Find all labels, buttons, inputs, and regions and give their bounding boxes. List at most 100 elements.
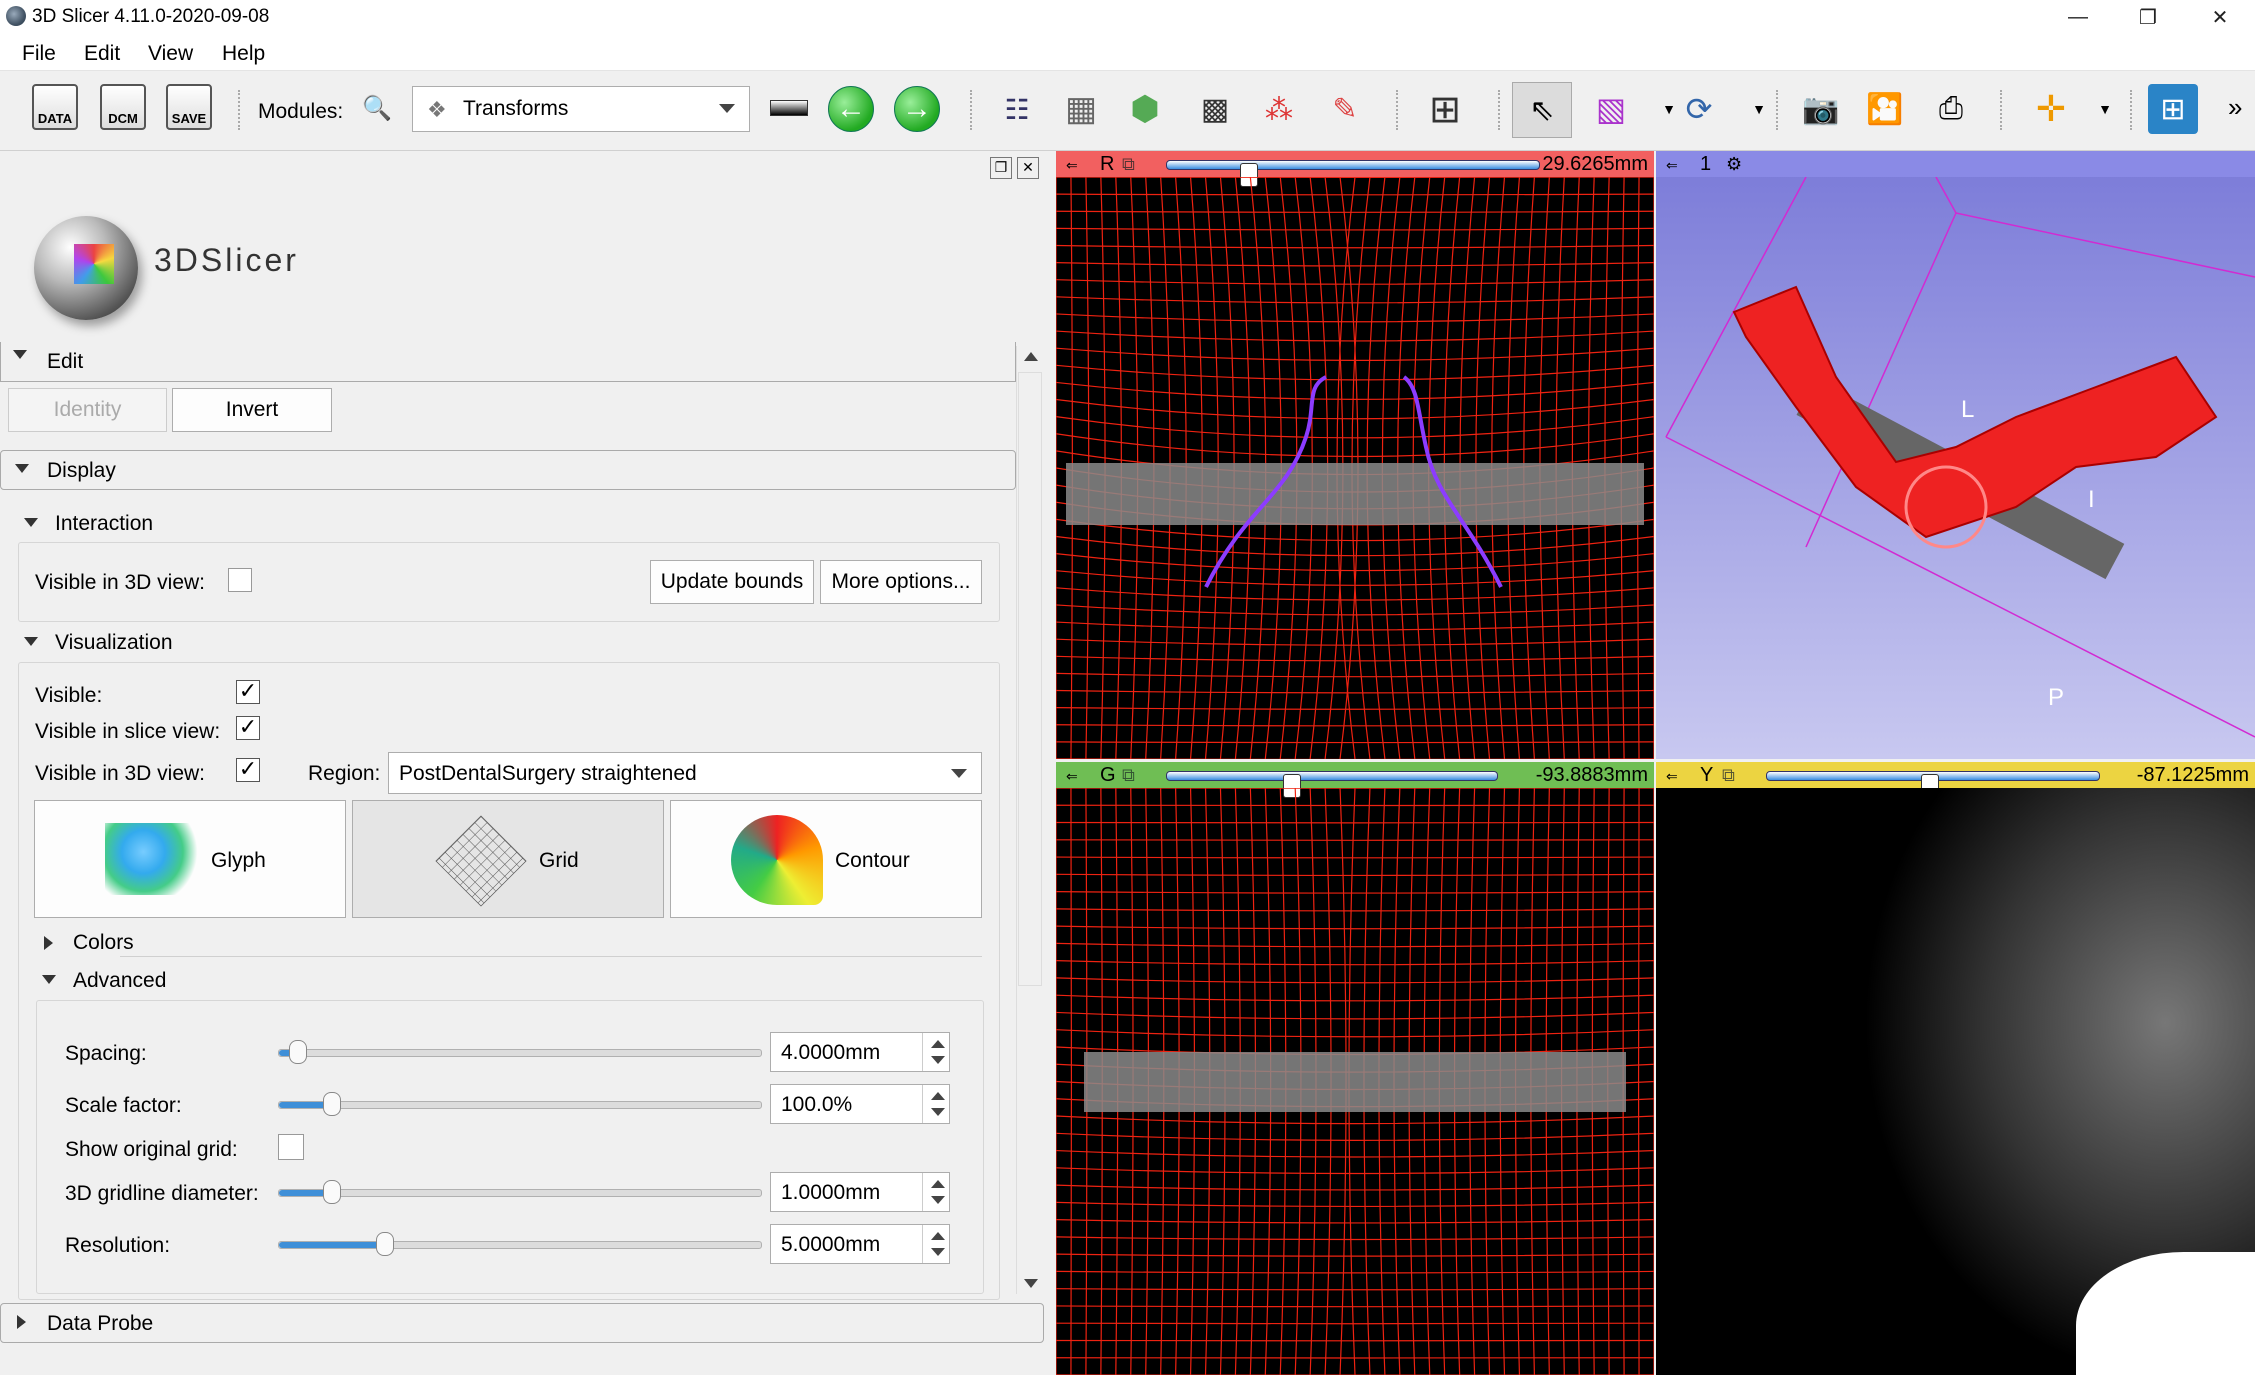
models-module-icon[interactable]: ⬢ — [1130, 90, 1160, 128]
more-options-button[interactable]: More options... — [820, 560, 982, 604]
close-panel-icon[interactable]: ✕ — [1017, 157, 1039, 179]
chevron-down-icon[interactable]: ▼ — [1662, 101, 1676, 117]
minimize-button[interactable]: — — [2068, 5, 2088, 28]
transforms-module-icon[interactable]: ▩ — [1200, 92, 1230, 126]
green-slice-offset-slider[interactable] — [1166, 771, 1498, 798]
grid-mode-button[interactable]: Grid — [352, 800, 664, 918]
toolbar-more-button[interactable]: » — [2228, 92, 2243, 122]
menu-view[interactable]: View — [148, 42, 194, 65]
pin-icon[interactable]: ⇐ — [1066, 768, 1078, 784]
resolution-slider[interactable] — [278, 1232, 762, 1256]
visible-slice-checkbox[interactable]: ✓ — [236, 716, 260, 740]
region-selector[interactable]: PostDentalSurgery straightened — [388, 752, 982, 794]
capture-icon[interactable]: ⎙ — [1939, 92, 1963, 125]
gridline-diameter-spinbox[interactable]: 1.0000mm — [770, 1172, 950, 1212]
collapse-triangle-icon[interactable] — [24, 637, 38, 646]
colors-title[interactable]: Colors — [73, 931, 134, 954]
scroll-up-icon[interactable] — [1024, 352, 1038, 361]
segment-editor-icon[interactable]: ✎ — [1332, 92, 1358, 126]
menu-file[interactable]: File — [22, 42, 56, 65]
interaction-visible-3d-checkbox[interactable] — [228, 568, 252, 592]
expand-triangle-icon[interactable] — [44, 936, 53, 950]
scale-factor-slider-handle[interactable] — [323, 1092, 342, 1116]
back-arrow-icon[interactable]: ← — [828, 86, 874, 132]
window-level-icon[interactable] — [770, 100, 808, 116]
module-selector[interactable]: ❖ Transforms — [412, 86, 750, 132]
collapse-triangle-icon[interactable] — [42, 975, 56, 984]
data-probe-section-header[interactable]: Data Probe — [0, 1303, 1044, 1343]
yellow-slice-offset-slider[interactable] — [1766, 771, 2100, 798]
visible-checkbox[interactable]: ✓ — [236, 680, 260, 704]
red-slice-offset-slider[interactable] — [1166, 160, 1540, 187]
display-section-header[interactable]: Display — [0, 450, 1016, 490]
spin-down-icon[interactable] — [931, 1056, 945, 1064]
spin-down-icon[interactable] — [931, 1196, 945, 1204]
volumes-module-icon[interactable]: ▦ — [1064, 90, 1098, 128]
extension-manager-icon[interactable]: ⊞ — [2148, 84, 2198, 134]
edit-section-header[interactable]: Edit — [0, 342, 1016, 382]
save-button[interactable]: SAVE — [166, 84, 212, 130]
yellow-slice-view[interactable]: ⇐ Y ⧉ -87.1225mm — [1656, 762, 2255, 1375]
spin-down-icon[interactable] — [931, 1108, 945, 1116]
module-search-icon[interactable]: 🔍 — [362, 95, 392, 122]
view-settings-icon[interactable]: ⚙ — [1726, 154, 1743, 174]
spin-up-icon[interactable] — [931, 1232, 945, 1240]
scale-factor-slider[interactable] — [278, 1092, 762, 1116]
scrollbar-thumb[interactable] — [1018, 372, 1042, 986]
resolution-slider-handle[interactable] — [376, 1232, 395, 1256]
load-dicom-button[interactable]: DCM — [100, 84, 146, 130]
contour-mode-button[interactable]: Contour — [670, 800, 982, 918]
crosshair-icon[interactable]: ✛ — [2035, 88, 2067, 129]
pin-icon[interactable]: ⇐ — [1066, 157, 1078, 173]
forward-arrow-icon[interactable]: → — [894, 86, 940, 132]
spin-up-icon[interactable] — [931, 1180, 945, 1188]
green-slice-offset-slider-handle[interactable] — [1283, 774, 1302, 798]
spin-down-icon[interactable] — [931, 1248, 945, 1256]
visualization-title[interactable]: Visualization — [55, 631, 173, 654]
panel-scrollbar[interactable] — [1016, 346, 1043, 1294]
link-icon[interactable]: ⧉ — [1122, 765, 1135, 785]
resolution-spinbox[interactable]: 5.0000mm — [770, 1224, 950, 1264]
red-slice-offset-slider-handle[interactable] — [1239, 163, 1258, 187]
crosshair-sync-icon[interactable]: ⟳ — [1685, 91, 1713, 127]
3d-view[interactable]: ⇐ 1 ⚙ L I P — [1656, 151, 2255, 759]
scroll-down-icon[interactable] — [1024, 1279, 1038, 1288]
identity-button[interactable]: Identity — [8, 388, 167, 432]
glyph-mode-button[interactable]: Glyph — [34, 800, 346, 918]
restore-button[interactable]: ❐ — [2139, 6, 2157, 29]
update-bounds-button[interactable]: Update bounds — [650, 560, 814, 604]
data-module-icon[interactable]: ☷ — [1004, 93, 1030, 125]
spin-up-icon[interactable] — [931, 1040, 945, 1048]
link-icon[interactable]: ⧉ — [1722, 765, 1735, 785]
pin-icon[interactable]: ⇐ — [1666, 157, 1678, 173]
green-slice-view[interactable]: ⇐ G ⧉ -93.8883mm — [1056, 762, 1654, 1375]
interaction-title[interactable]: Interaction — [55, 512, 154, 535]
scale-factor-spinbox[interactable]: 100.0% — [770, 1084, 950, 1124]
chevron-down-icon[interactable]: ▼ — [2098, 101, 2112, 117]
chevron-down-icon[interactable]: ▼ — [1752, 101, 1766, 117]
color-lut-icon[interactable]: ▧ — [1595, 91, 1627, 127]
close-button[interactable]: ✕ — [2211, 6, 2229, 29]
load-data-button[interactable]: DATA — [32, 84, 78, 130]
layout-icon[interactable]: ⊞ — [1429, 88, 1461, 131]
show-original-grid-checkbox[interactable] — [278, 1134, 304, 1160]
markups-module-icon[interactable]: ⁂ — [1265, 93, 1293, 125]
spacing-slider-handle[interactable] — [289, 1040, 308, 1064]
red-slice-view[interactable]: ⇐ R ⧉ 29.6265mm — [1056, 151, 1654, 759]
pin-icon[interactable]: ⇐ — [1666, 768, 1678, 784]
gridline-diameter-slider-handle[interactable] — [323, 1180, 342, 1204]
link-icon[interactable]: ⧉ — [1122, 154, 1135, 174]
screenshot-icon[interactable]: 📷 — [1802, 92, 1840, 126]
visible-3d-checkbox[interactable]: ✓ — [236, 758, 260, 782]
menu-edit[interactable]: Edit — [84, 42, 121, 65]
collapse-triangle-icon[interactable] — [24, 518, 38, 527]
mouse-mode-pointer-icon[interactable]: ⇖ — [1512, 82, 1572, 138]
invert-button[interactable]: Invert — [172, 388, 332, 432]
gridline-diameter-slider[interactable] — [278, 1180, 762, 1204]
spacing-spinbox[interactable]: 4.0000mm — [770, 1032, 950, 1072]
undock-icon[interactable]: ❐ — [990, 157, 1012, 179]
spin-up-icon[interactable] — [931, 1092, 945, 1100]
menu-help[interactable]: Help — [222, 42, 266, 65]
advanced-title[interactable]: Advanced — [73, 969, 167, 992]
scene-view-icon[interactable]: 🎦 — [1866, 92, 1904, 126]
